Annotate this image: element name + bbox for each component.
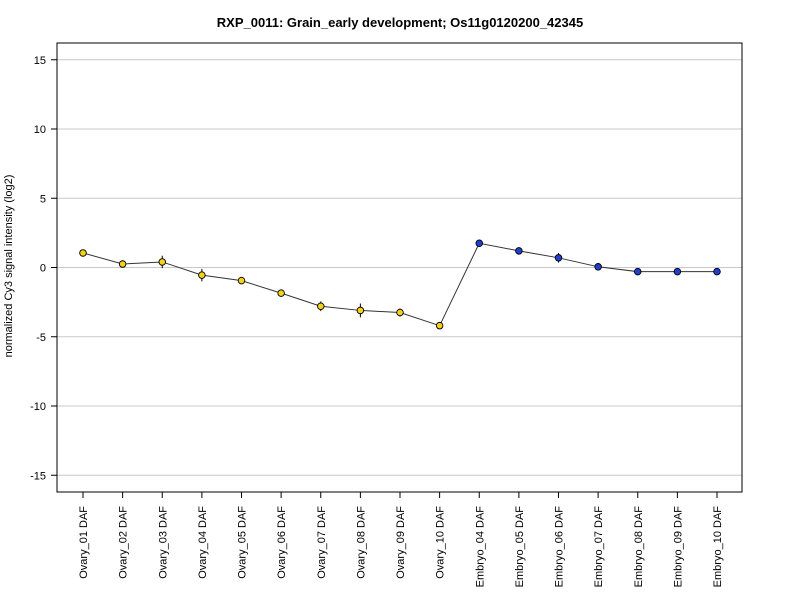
y-tick-label: -15 bbox=[30, 470, 46, 482]
x-tick-label: Ovary_07 DAF bbox=[316, 506, 328, 579]
y-tick-label: 5 bbox=[40, 193, 46, 205]
chart-title: RXP_0011: Grain_early development; Os11g… bbox=[217, 15, 583, 30]
x-tick-label: Ovary_06 DAF bbox=[276, 506, 288, 579]
x-tick-label: Ovary_10 DAF bbox=[435, 506, 447, 579]
data-point bbox=[356, 306, 365, 315]
data-point bbox=[594, 263, 602, 271]
x-tick-label: Ovary_01 DAF bbox=[78, 506, 90, 579]
data-point bbox=[118, 260, 127, 268]
data-point bbox=[277, 289, 285, 297]
axes: 15 10 5 0 -5 -10 -15 Ovary_01 DAF Ovary_02 DAF Ov… bbox=[30, 55, 724, 588]
data-point bbox=[634, 267, 642, 276]
x-tick-label: Embryo_10 DAF bbox=[712, 506, 724, 588]
data-point bbox=[475, 239, 484, 248]
data-point bbox=[198, 271, 206, 279]
x-tick-label: Ovary_05 DAF bbox=[237, 506, 249, 579]
data-point bbox=[396, 308, 404, 317]
data-point bbox=[435, 321, 444, 330]
data-point bbox=[317, 302, 325, 311]
x-tick-label: Ovary_08 DAF bbox=[355, 506, 367, 579]
data-point bbox=[158, 258, 166, 266]
data-point bbox=[554, 254, 563, 262]
y-axis-label: normalized Cy3 signal intensity (log2) bbox=[3, 175, 15, 358]
plot-frame bbox=[56, 42, 743, 493]
series bbox=[79, 239, 721, 330]
x-tick-label: Embryo_05 DAF bbox=[514, 506, 526, 588]
y-tick-label: 15 bbox=[34, 55, 46, 67]
data-point bbox=[515, 247, 523, 255]
y-tick-label: 0 bbox=[40, 263, 46, 275]
y-tick-label: -10 bbox=[30, 401, 46, 413]
y-tick-label: -5 bbox=[36, 332, 46, 344]
x-tick-label: Ovary_02 DAF bbox=[118, 506, 130, 579]
grid-lines bbox=[57, 59, 742, 476]
y-tick-label: 10 bbox=[34, 124, 46, 136]
x-tick-label: Embryo_06 DAF bbox=[554, 506, 566, 588]
data-point bbox=[673, 267, 682, 276]
data-point bbox=[79, 249, 87, 257]
x-tick-label: Embryo_08 DAF bbox=[633, 506, 645, 588]
x-tick-label: Embryo_04 DAF bbox=[474, 506, 486, 588]
x-tick-label: Ovary_09 DAF bbox=[395, 506, 407, 579]
data-point bbox=[713, 267, 721, 276]
x-tick-label: Embryo_09 DAF bbox=[672, 506, 684, 588]
x-tick-label: Ovary_03 DAF bbox=[157, 506, 169, 579]
x-tick-label: Embryo_07 DAF bbox=[593, 506, 605, 588]
data-point bbox=[237, 276, 246, 285]
x-tick-label: Ovary_04 DAF bbox=[197, 506, 209, 579]
